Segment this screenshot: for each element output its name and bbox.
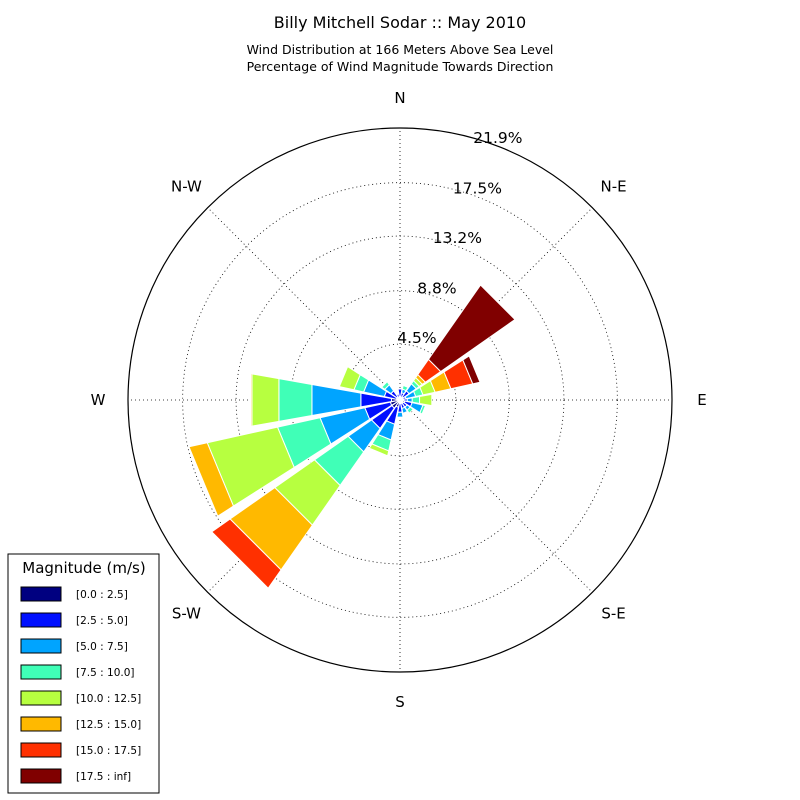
legend: Magnitude (m/s) [0.0 : 2.5] [2.5 : 5.0] [5…	[7, 553, 160, 794]
legend-swatch	[20, 612, 62, 628]
wind-bar-segment	[396, 411, 404, 418]
wind-bar-segment	[411, 395, 421, 405]
legend-swatch	[20, 716, 62, 732]
grid-ring	[182, 182, 618, 618]
wind-bar-segment	[419, 404, 427, 415]
wind-bar-segment	[406, 406, 415, 415]
outer-ring	[127, 127, 673, 673]
ring-value-label: 8.8%	[417, 280, 456, 298]
grid-ring	[290, 290, 510, 510]
chart-title: Billy Mitchell Sodar :: May 2010	[274, 13, 526, 32]
direction-label: N-W	[171, 177, 202, 195]
ring-value-label: 17.5%	[453, 179, 502, 197]
direction-label: S-E	[601, 605, 625, 623]
legend-title: Magnitude (m/s)	[22, 559, 145, 577]
wind-bar-segment	[188, 442, 235, 517]
wind-bar-segment	[338, 365, 361, 391]
grid-spoke	[399, 399, 593, 593]
legend-label: [10.0 : 12.5]	[76, 693, 141, 705]
grid-ring	[235, 235, 565, 565]
wind-bar-segment	[427, 284, 516, 373]
wind-bar-segment	[211, 518, 282, 589]
wind-bar-segment	[395, 393, 401, 399]
legend-label: [15.0 : 17.5]	[76, 745, 141, 757]
wind-bar-segment	[401, 384, 409, 392]
legend-label: [12.5 : 15.0]	[76, 719, 141, 731]
ring-value-label: 13.2%	[433, 229, 482, 247]
chart-subtitle-line-1: Wind Distribution at 166 Meters Above Se…	[247, 42, 554, 57]
direction-label: E	[697, 391, 706, 409]
wind-bar-segment	[251, 373, 280, 427]
chart-subtitle-line-2: Percentage of Wind Magnitude Towards Dir…	[247, 59, 554, 74]
wind-bars	[188, 284, 516, 589]
legend-label: [7.5 : 10.0]	[76, 667, 134, 679]
legend-swatch	[20, 664, 62, 680]
wind-bar-segment	[380, 380, 390, 390]
wind-bar-segment	[401, 406, 409, 415]
legend-label: [17.5 : inf]	[76, 771, 131, 783]
grid-ring	[343, 343, 457, 457]
direction-label: S-W	[172, 605, 201, 623]
ring-value-label: 4.5%	[397, 329, 436, 347]
legend-swatch	[20, 638, 62, 654]
wind-bar-segment	[419, 393, 433, 407]
legend-label: [0.0 : 2.5]	[76, 589, 128, 601]
wind-bar-segment	[278, 378, 313, 422]
polar-labels: 4.5% 8.8% 13.2% 17.5% 21.9% N N-E E S-E S S-W W N-W	[91, 89, 707, 711]
direction-label: W	[91, 391, 106, 409]
direction-label: N	[394, 89, 405, 107]
legend-label: [5.0 : 7.5]	[76, 641, 128, 653]
legend-swatch	[20, 768, 62, 784]
wind-bar-segment	[462, 355, 481, 385]
wind-bar-segment	[368, 443, 390, 457]
wind-bar-segment	[250, 373, 253, 427]
legend-swatch	[20, 742, 62, 758]
direction-label: S	[395, 693, 405, 711]
direction-label: N-E	[600, 177, 626, 195]
legend-swatch	[20, 586, 62, 602]
legend-label: [2.5 : 5.0]	[76, 615, 128, 627]
grid-spoke	[207, 207, 401, 401]
legend-swatch	[20, 690, 62, 706]
ring-value-label: 21.9%	[473, 129, 522, 147]
